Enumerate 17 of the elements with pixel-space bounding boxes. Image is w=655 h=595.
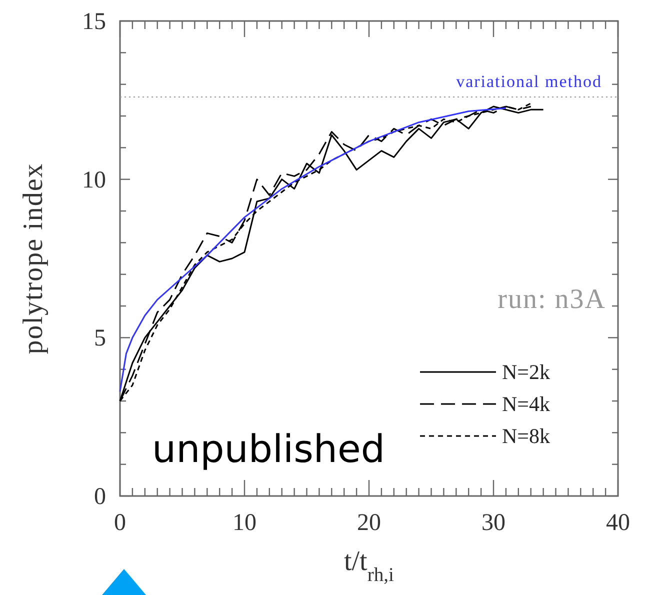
x-axis-title: t/t$_{rh,i}$ bbox=[344, 546, 395, 586]
legend-label: N=8k bbox=[502, 424, 551, 448]
ref-line-label: variational method bbox=[456, 72, 602, 91]
y-tick-label: 0 bbox=[94, 484, 106, 510]
x-tick-label: 10 bbox=[232, 510, 256, 536]
y-tick-label: 15 bbox=[82, 9, 106, 35]
y-tick-label: 10 bbox=[82, 167, 106, 194]
annotation: unpublished bbox=[152, 427, 385, 471]
y-axis-title: polytrope index bbox=[18, 162, 49, 354]
x-tick-label: 40 bbox=[606, 510, 630, 536]
legend-label: N=2k bbox=[502, 360, 551, 384]
annotation: run: n3A bbox=[498, 284, 606, 315]
y-tick-label: 5 bbox=[94, 326, 106, 352]
x-tick-label: 0 bbox=[114, 510, 126, 536]
legend-label: N=4k bbox=[502, 392, 551, 416]
x-tick-label: 20 bbox=[357, 510, 381, 536]
x-tick-label: 30 bbox=[482, 510, 506, 536]
